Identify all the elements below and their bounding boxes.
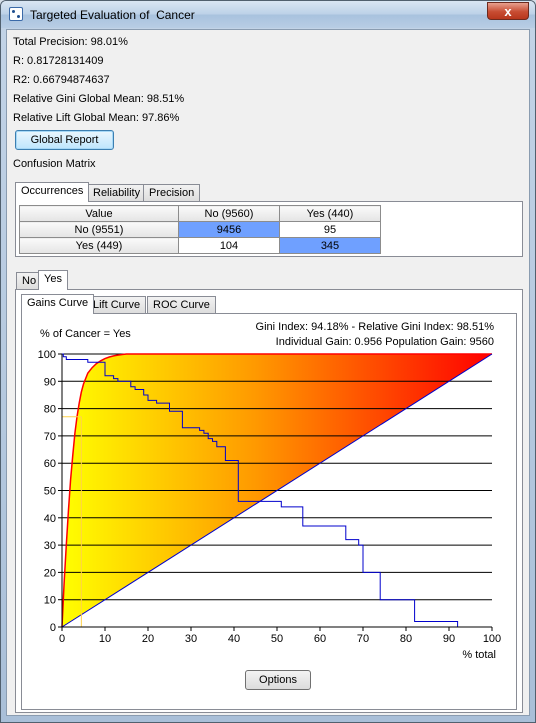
y-tick-label-80: 80	[44, 404, 56, 416]
close-button[interactable]: x	[487, 2, 529, 20]
cell-no-no[interactable]: 9456	[178, 221, 280, 238]
x-tick-label-80: 80	[400, 633, 412, 645]
x-tick-label-0: 0	[59, 633, 65, 645]
chart-title: % of Cancer = Yes	[40, 328, 131, 340]
gains-curve-line	[61, 353, 492, 628]
chart-info-gain: Individual Gain: 0.956 Population Gain: …	[276, 336, 494, 348]
x-tick-label-50: 50	[271, 633, 283, 645]
row-label-yes: Yes (449)	[19, 237, 179, 254]
lift-global-mean: Relative Lift Global Mean: 97.86%	[13, 112, 180, 124]
confusion-matrix-panel: Value No (9560) Yes (440) No (9551) 9456…	[15, 201, 523, 257]
x-tick-label-20: 20	[142, 633, 154, 645]
total-precision: Total Precision: 98.01%	[13, 36, 128, 48]
row-label-no: No (9551)	[19, 221, 179, 238]
options-button[interactable]: Options	[245, 670, 311, 690]
cell-yes-no[interactable]: 104	[178, 237, 280, 254]
r2-value: R2: 0.66794874637	[13, 74, 110, 86]
y-tick-label-20: 20	[44, 567, 56, 579]
tab-gains-curve[interactable]: Gains Curve	[21, 294, 95, 314]
header-value: Value	[19, 205, 179, 222]
header-no: No (9560)	[178, 205, 280, 222]
chart-series	[61, 353, 493, 628]
confusion-matrix-table: Value No (9560) Yes (440) No (9551) 9456…	[19, 205, 381, 254]
x-tick-label-70: 70	[357, 633, 369, 645]
gini-global-mean: Relative Gini Global Mean: 98.51%	[13, 93, 185, 105]
random-diagonal-line	[61, 353, 493, 628]
client-area: Total Precision: 98.01% R: 0.81728131409…	[6, 29, 530, 716]
tab-precision[interactable]: Precision	[143, 184, 201, 202]
gains-chart: % of Cancer = Yes Gini Index: 94.18% - R…	[38, 321, 502, 661]
header-yes: Yes (440)	[279, 205, 381, 222]
r-value: R: 0.81728131409	[13, 55, 104, 67]
x-axis-label: % total	[462, 649, 496, 661]
y-tick-label-90: 90	[44, 376, 56, 388]
y-tick-label-100: 100	[38, 349, 56, 361]
confusion-matrix-label: Confusion Matrix	[13, 158, 96, 170]
title-bar[interactable]: Targeted Evaluation of Cancer x	[1, 1, 535, 28]
y-tick-label-30: 30	[44, 540, 56, 552]
x-tick-label-100: 100	[483, 633, 501, 645]
tab-occurrences[interactable]: Occurrences	[15, 182, 90, 202]
app-icon	[9, 7, 23, 21]
x-tick-label-90: 90	[443, 633, 455, 645]
x-tick-label-40: 40	[228, 633, 240, 645]
y-tick-label-10: 10	[44, 595, 56, 607]
tab-class-yes[interactable]: Yes	[38, 270, 68, 290]
reliability-curve-line	[62, 353, 492, 628]
y-tick-label-50: 50	[44, 486, 56, 498]
y-tick-label-0: 0	[50, 622, 56, 634]
y-tick-label-70: 70	[44, 431, 56, 443]
tab-reliability[interactable]: Reliability	[87, 184, 147, 202]
y-tick-label-60: 60	[44, 458, 56, 470]
window-title: Targeted Evaluation of Cancer	[30, 8, 195, 22]
y-tick-label-40: 40	[44, 513, 56, 525]
global-report-button[interactable]: Global Report	[15, 130, 114, 150]
cell-no-yes[interactable]: 95	[279, 221, 381, 238]
chart-axes: 0 10 20 30 40 50 60 70 80 90 100 0 10 20 30 40 50 60 70 80 9…	[38, 349, 502, 645]
x-tick-label-10: 10	[99, 633, 111, 645]
class-panel: Gains Curve Lift Curve ROC Curve % of Ca…	[15, 289, 523, 713]
tab-lift-curve[interactable]: Lift Curve	[87, 296, 147, 314]
x-tick-label-60: 60	[314, 633, 326, 645]
cell-yes-yes[interactable]: 345	[279, 237, 381, 254]
chart-info-gini: Gini Index: 94.18% - Relative Gini Index…	[256, 321, 495, 333]
x-tick-label-30: 30	[185, 633, 197, 645]
chart-panel: % of Cancer = Yes Gini Index: 94.18% - R…	[21, 313, 517, 710]
tab-roc-curve[interactable]: ROC Curve	[147, 296, 216, 314]
